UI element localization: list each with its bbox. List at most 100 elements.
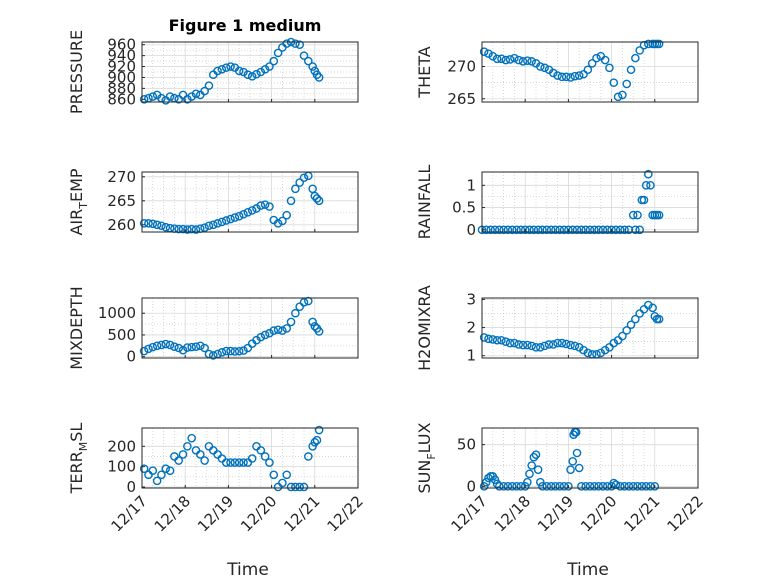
data-point bbox=[265, 202, 274, 211]
data-point bbox=[299, 173, 309, 183]
subplot-2: 270 265 THETA bbox=[415, 39, 699, 108]
x-tick-label: 12/21 bbox=[620, 492, 663, 535]
data-point bbox=[644, 39, 653, 49]
figure-title: Figure 1 medium bbox=[169, 16, 322, 35]
data-point bbox=[628, 210, 638, 220]
data-point bbox=[139, 94, 149, 104]
data-point bbox=[620, 482, 629, 491]
data-point bbox=[260, 330, 270, 340]
data-point bbox=[564, 482, 573, 491]
data-point bbox=[568, 457, 578, 466]
data-point bbox=[633, 482, 642, 491]
data-point bbox=[648, 303, 657, 313]
data-point bbox=[518, 57, 528, 66]
data-point bbox=[512, 482, 521, 491]
data-point bbox=[221, 216, 231, 225]
x-tick-label: 12/18 bbox=[491, 492, 534, 535]
data-point bbox=[585, 225, 595, 235]
data-point bbox=[265, 328, 274, 338]
data-point bbox=[486, 225, 495, 235]
data-point bbox=[295, 482, 304, 492]
y-axis-label: THETA bbox=[415, 46, 434, 98]
data-point bbox=[514, 340, 524, 349]
data-point bbox=[585, 482, 595, 491]
data-point bbox=[518, 340, 528, 350]
data-point bbox=[609, 338, 619, 348]
data-point bbox=[247, 206, 257, 215]
data-point bbox=[226, 214, 235, 224]
data-point bbox=[200, 86, 209, 96]
data-series bbox=[479, 300, 664, 359]
data-point bbox=[654, 314, 664, 324]
data-series bbox=[139, 171, 324, 234]
data-point bbox=[533, 465, 543, 474]
data-point bbox=[200, 456, 209, 465]
data-point bbox=[239, 67, 248, 77]
data-point bbox=[605, 63, 614, 73]
data-point bbox=[555, 225, 565, 235]
data-point bbox=[598, 482, 608, 491]
data-point bbox=[226, 62, 235, 71]
y-tick-label: 920 bbox=[107, 58, 136, 76]
data-point bbox=[314, 196, 324, 206]
y-tick-label: 3 bbox=[466, 290, 476, 308]
data-point bbox=[566, 73, 575, 82]
axes-box bbox=[141, 427, 359, 489]
data-point bbox=[631, 314, 640, 324]
data-point bbox=[553, 71, 562, 80]
data-point bbox=[574, 342, 584, 352]
data-point bbox=[505, 55, 515, 64]
x-tick-label: 12/19 bbox=[534, 492, 577, 535]
y-axis-label: H2OMIXRA bbox=[415, 285, 434, 371]
data-point bbox=[148, 342, 158, 352]
data-point bbox=[571, 427, 581, 437]
data-point bbox=[260, 64, 270, 74]
y-axis-label: RAINFALL bbox=[415, 165, 434, 240]
data-point bbox=[312, 435, 322, 445]
data-point bbox=[213, 66, 222, 76]
data-point bbox=[299, 298, 309, 307]
data-point bbox=[286, 196, 296, 206]
data-point bbox=[570, 71, 580, 81]
data-point bbox=[525, 225, 534, 235]
data-point bbox=[234, 66, 244, 76]
y-tick-label: 1 bbox=[466, 347, 476, 365]
data-point bbox=[265, 458, 274, 467]
data-point bbox=[183, 343, 192, 352]
data-point bbox=[314, 73, 324, 82]
data-point bbox=[611, 225, 621, 235]
data-point bbox=[148, 219, 158, 229]
y-tick-label: 50 bbox=[457, 436, 476, 454]
data-point bbox=[273, 219, 283, 228]
data-point bbox=[544, 340, 554, 349]
data-point bbox=[308, 62, 317, 71]
data-point bbox=[624, 482, 634, 491]
data-point bbox=[531, 450, 541, 459]
data-point bbox=[161, 222, 171, 232]
data-point bbox=[609, 478, 619, 488]
subplot-3: 270 265 260 AIRTEMP bbox=[67, 168, 359, 236]
data-point bbox=[196, 341, 205, 351]
data-point bbox=[520, 225, 530, 235]
data-point bbox=[615, 482, 625, 491]
data-point bbox=[157, 470, 166, 480]
data-point bbox=[256, 67, 266, 77]
y-tick-label: 200 bbox=[107, 437, 136, 455]
data-point bbox=[152, 341, 162, 351]
y-tick-label: 0 bbox=[466, 221, 476, 239]
data-point bbox=[282, 210, 292, 220]
y-tick-label: 100 bbox=[107, 458, 136, 476]
data-point bbox=[561, 72, 571, 82]
data-point bbox=[247, 454, 257, 463]
data-point bbox=[282, 470, 292, 480]
data-point bbox=[265, 62, 274, 71]
subplot-7: 200 100 012/17 12/18 12/19 12/20 12/21 12/22 TER… bbox=[67, 423, 367, 580]
data-point bbox=[635, 225, 644, 235]
data-point bbox=[234, 346, 244, 356]
data-point bbox=[260, 452, 270, 461]
data-point bbox=[310, 437, 320, 447]
data-point bbox=[490, 475, 500, 484]
data-point bbox=[278, 478, 287, 488]
data-point bbox=[559, 482, 569, 491]
data-point bbox=[564, 225, 573, 235]
